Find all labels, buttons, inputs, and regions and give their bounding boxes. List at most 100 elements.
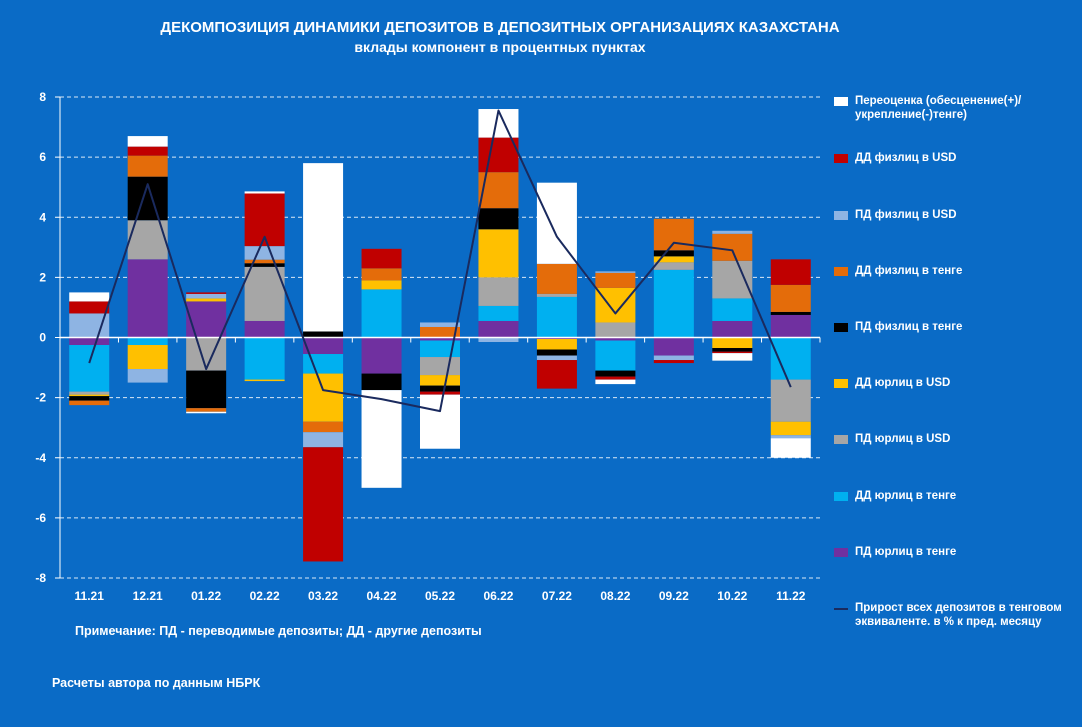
bar-segment xyxy=(303,421,344,433)
bar-segment xyxy=(653,360,694,364)
bar-segment xyxy=(186,293,227,299)
bar-segment xyxy=(478,305,519,321)
bar-segment xyxy=(303,373,344,422)
y-tick-label: -4 xyxy=(35,451,46,465)
legend-swatch xyxy=(834,492,848,501)
bar-segment xyxy=(186,408,227,412)
bar-segment xyxy=(303,432,344,448)
legend-label: ДД юрлиц в USD xyxy=(855,377,951,389)
bar-segment xyxy=(186,411,227,414)
x-tick-label: 10.22 xyxy=(717,589,747,603)
bar-segment xyxy=(712,233,753,261)
bar-segment xyxy=(712,320,753,338)
legend-label: Прирост всех депозитов в тенговом эквива… xyxy=(855,602,1062,628)
bar-segment xyxy=(186,301,227,338)
x-tick-label: 06.22 xyxy=(483,589,513,603)
bar-segment xyxy=(186,292,227,294)
bar-segment xyxy=(127,337,168,346)
bar-segment xyxy=(420,340,460,358)
bar-segment xyxy=(127,136,168,147)
bar-segment xyxy=(303,337,344,355)
y-tick-label: 2 xyxy=(39,270,46,284)
bar-segment xyxy=(186,337,227,371)
bar-segment xyxy=(653,256,694,263)
bar-segment xyxy=(536,337,577,340)
legend-item-dd-fiz-kzt: ДД физлиц в тенге xyxy=(834,264,1070,278)
bar-segment xyxy=(361,280,402,290)
bar-segment xyxy=(536,355,577,361)
legend-item-total-growth: Прирост всех депозитов в тенговом эквива… xyxy=(834,601,1070,629)
bar-segment xyxy=(361,268,402,281)
bar-segment xyxy=(244,259,285,264)
y-tick-label: 6 xyxy=(39,150,46,164)
bar-segment xyxy=(595,272,636,288)
y-tick-label: -8 xyxy=(35,571,46,585)
bar-segment xyxy=(244,263,285,267)
bar-segment xyxy=(712,351,753,354)
bar-segment xyxy=(712,260,753,299)
bar-segment xyxy=(712,230,753,234)
bar-segment xyxy=(303,354,344,374)
legend-item-revaluation: Переоценка (обесценение(+)/укрепление(-)… xyxy=(834,94,1070,122)
legend-swatch xyxy=(834,435,848,444)
legend-label: ПД физлиц в USD xyxy=(855,209,957,221)
bar-segment xyxy=(653,262,694,270)
bar-segment xyxy=(127,259,168,338)
bar-segment xyxy=(536,263,577,294)
bar-segment xyxy=(595,271,636,273)
bar-segment xyxy=(536,360,577,389)
bar-segment xyxy=(420,357,460,376)
bar-segment xyxy=(303,163,344,332)
bar-segment xyxy=(478,337,519,343)
bar-segment xyxy=(244,379,285,382)
bar-segment xyxy=(244,337,285,380)
legend-swatch xyxy=(834,211,848,220)
bar-segment xyxy=(127,155,168,177)
bar-segment xyxy=(595,370,636,377)
bar-segment xyxy=(536,182,577,264)
bar-segment xyxy=(69,391,110,395)
bar-segment xyxy=(653,269,694,338)
bar-segment xyxy=(653,355,694,361)
legend-item-dd-yur-usd: ДД юрлиц в USD xyxy=(834,376,1070,390)
bar-segment xyxy=(361,289,402,338)
x-tick-label: 08.22 xyxy=(600,589,630,603)
chart-title: ДЕКОМПОЗИЦИЯ ДИНАМИКИ ДЕПОЗИТОВ В ДЕПОЗИ… xyxy=(160,19,840,36)
bar-segment xyxy=(244,191,285,194)
bar-segment xyxy=(653,337,694,356)
legend-label: ДД физлиц в USD xyxy=(855,152,957,164)
bar-segment xyxy=(770,311,811,315)
legend-swatch xyxy=(834,97,848,106)
bar-segment xyxy=(770,435,811,439)
x-tick-label: 05.22 xyxy=(425,589,455,603)
bar-segment xyxy=(595,379,636,385)
y-tick-label: 4 xyxy=(39,210,46,224)
bar-segment xyxy=(69,400,110,406)
bar-segment xyxy=(361,248,402,269)
legend-swatch xyxy=(834,379,848,388)
bar-segment xyxy=(420,394,460,449)
legend-item-pd-yur-kzt: ПД юрлиц в тенге xyxy=(834,545,1070,559)
bar-segment xyxy=(361,373,402,391)
bar-segment xyxy=(478,277,519,306)
bar-segment xyxy=(478,208,519,230)
bar-segment xyxy=(536,296,577,338)
legend-swatch xyxy=(834,323,848,332)
bar-segment xyxy=(420,385,460,392)
bar-segment xyxy=(478,320,519,338)
bar-segment xyxy=(770,259,811,285)
bar-segment xyxy=(770,284,811,312)
bar-segment xyxy=(595,340,636,371)
bar-segment xyxy=(712,353,753,361)
y-tick-label: 0 xyxy=(39,331,46,345)
bar-segment xyxy=(244,320,285,338)
legend-label: Переоценка (обесценение(+)/укрепление(-)… xyxy=(855,95,1022,121)
chart-plot: -8 -6 -4 -2 0 2 4 6 8 11.21 12.21 01.22 02.22 03.22 04… xyxy=(35,90,821,603)
x-tick-label: 12.21 xyxy=(133,589,163,603)
bar-segment xyxy=(770,438,811,458)
bar-segment xyxy=(420,375,460,386)
x-tick-label: 04.22 xyxy=(367,589,397,603)
legend-item-pd-fiz-kzt: ПД физлиц в тенге xyxy=(834,320,1070,334)
bar-segment xyxy=(69,292,110,302)
bar-segment xyxy=(770,314,811,338)
